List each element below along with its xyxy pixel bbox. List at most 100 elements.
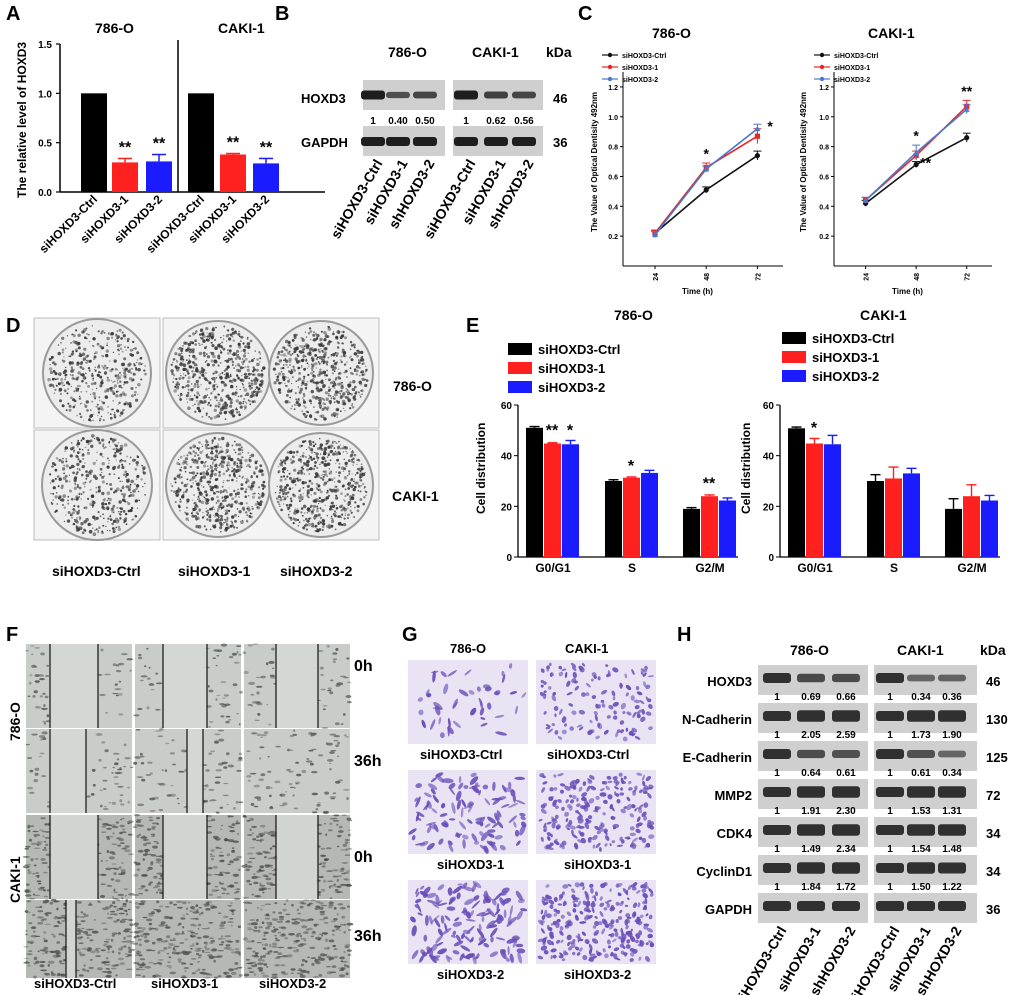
colony [231, 467, 233, 469]
colony [324, 347, 328, 351]
cell [155, 682, 163, 685]
colony [192, 355, 195, 358]
colony [238, 443, 242, 447]
cell [215, 698, 218, 701]
cell [112, 901, 116, 905]
cell [233, 968, 239, 970]
colony [299, 387, 304, 392]
cell [305, 928, 310, 931]
colony [282, 490, 285, 494]
cell [236, 769, 242, 773]
colony [207, 339, 210, 342]
colony [134, 500, 137, 503]
colony [118, 511, 120, 513]
colony [54, 477, 57, 480]
cell [346, 817, 352, 821]
cell [262, 891, 265, 894]
colony [341, 513, 344, 516]
colony [201, 516, 205, 519]
colony [210, 392, 213, 395]
colony [192, 332, 196, 336]
colony [284, 459, 288, 462]
cell [116, 899, 121, 902]
cell [180, 917, 186, 920]
colony [106, 499, 109, 502]
cell [166, 952, 170, 955]
colony [178, 490, 181, 493]
cell [184, 970, 187, 973]
colony [204, 490, 208, 494]
ratio-786o: 1 [370, 116, 376, 127]
colony [54, 468, 58, 472]
cell [41, 862, 48, 864]
colony [337, 342, 340, 345]
colony [344, 500, 346, 502]
colony [100, 354, 103, 357]
colony [88, 529, 93, 534]
panel-a: A 786-O CAKI-1 The relative level of HOX… [6, 3, 325, 256]
colony [94, 369, 97, 372]
cell [272, 942, 278, 946]
cell [226, 974, 231, 977]
colony [194, 382, 197, 386]
colony [177, 383, 181, 386]
colony [334, 514, 337, 518]
colony [200, 383, 202, 386]
colony [216, 466, 219, 469]
cell [265, 877, 272, 881]
colony [237, 515, 240, 518]
colony [321, 461, 324, 464]
cell [165, 965, 172, 967]
colony [78, 496, 80, 498]
colony [284, 400, 288, 404]
cell [23, 957, 30, 960]
colony [136, 455, 140, 459]
colony [188, 365, 192, 368]
colony [49, 370, 54, 375]
colony [285, 363, 288, 367]
colony [123, 381, 126, 384]
colony [346, 474, 349, 477]
colony [88, 440, 91, 442]
colony [307, 522, 312, 527]
cell [235, 645, 242, 647]
colony [305, 343, 309, 347]
cell [107, 970, 112, 974]
colony [213, 387, 216, 391]
colony [326, 489, 329, 492]
colony [206, 513, 209, 517]
cell [302, 899, 310, 901]
colony [312, 360, 314, 363]
colony [329, 505, 333, 508]
colony [314, 443, 317, 446]
colony [193, 502, 195, 504]
colony [289, 353, 293, 357]
cell [233, 892, 239, 894]
cell [37, 674, 45, 677]
cell [264, 917, 271, 920]
cell [139, 679, 144, 682]
colony [300, 466, 303, 469]
colony [298, 521, 301, 523]
colony [228, 487, 230, 489]
colony [272, 367, 276, 371]
colony [333, 477, 336, 480]
colony [216, 499, 220, 503]
legend-swatch [508, 381, 532, 393]
colony [196, 472, 199, 475]
colony [180, 466, 183, 469]
cell [152, 941, 156, 945]
colony [194, 403, 196, 406]
legend-swatch [782, 332, 806, 344]
colony [189, 335, 192, 337]
colony [113, 454, 117, 458]
cell [197, 968, 201, 971]
colony [321, 356, 323, 358]
significance-mark: ** [119, 139, 132, 156]
colony [329, 444, 333, 448]
colony [332, 488, 335, 491]
colony [117, 527, 122, 532]
colony [319, 414, 323, 418]
cell [196, 936, 202, 939]
colony [234, 520, 237, 523]
